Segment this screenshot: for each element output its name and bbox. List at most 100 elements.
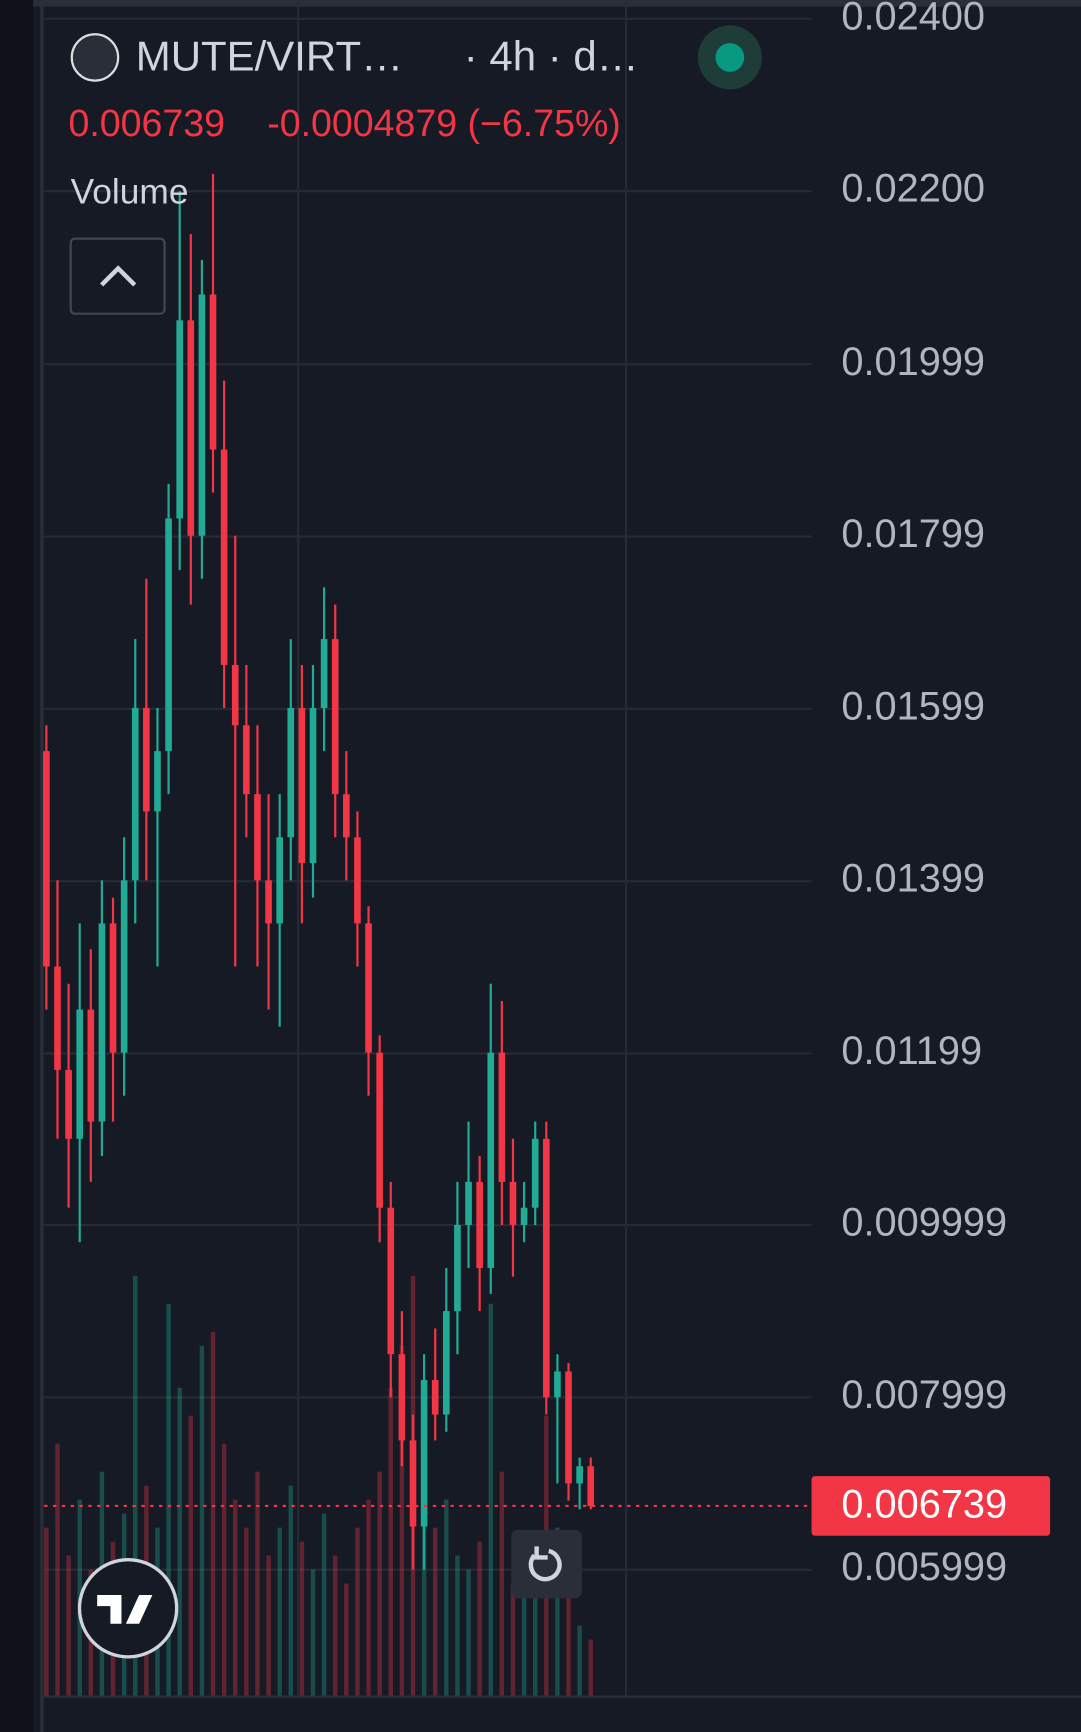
candle-body: [54, 966, 61, 1070]
volume-bar: [44, 1527, 49, 1696]
volume-bar: [455, 1555, 460, 1696]
candle-body: [376, 1052, 383, 1208]
reset-button[interactable]: [511, 1529, 582, 1599]
candle-body: [420, 1380, 428, 1527]
y-tick-label: 0.01399: [841, 857, 985, 901]
candle-body: [343, 794, 350, 838]
volume-bar: [521, 1597, 527, 1696]
candle-body: [76, 1009, 84, 1139]
volume-bar: [421, 1443, 427, 1696]
candle-body: [398, 1354, 406, 1441]
candle-body: [254, 794, 261, 881]
volume-bar: [233, 1499, 238, 1696]
candle-body: [554, 1371, 561, 1398]
last-price: 0.006739: [68, 102, 225, 144]
volume-bar: [244, 1527, 249, 1696]
candle-body: [98, 923, 106, 1122]
volume-bar: [555, 1527, 560, 1696]
y-tick-label: 0.005999: [841, 1545, 1007, 1589]
volume-bar: [299, 1541, 305, 1696]
candle-body: [565, 1371, 572, 1484]
top-border: [33, 0, 1081, 7]
volume-bar: [288, 1485, 293, 1696]
volume-bar: [333, 1555, 338, 1696]
candle-body: [309, 708, 317, 864]
candle-body: [65, 1069, 72, 1139]
volume-bar: [377, 1471, 382, 1696]
candle-body: [265, 880, 272, 924]
price-change: -0.0004879 (−6.75%): [267, 102, 621, 144]
reset-icon: [528, 1548, 562, 1582]
collapse-icon: [100, 265, 137, 287]
candle-body: [120, 880, 128, 1053]
candle-body: [354, 837, 361, 924]
status-dot: [715, 43, 745, 72]
candle-body: [331, 639, 339, 795]
symbol-icon[interactable]: [70, 33, 120, 82]
volume-bar: [466, 1569, 471, 1696]
volume-bar: [444, 1499, 449, 1696]
last-price-badge: [811, 1476, 1051, 1536]
y-tick-label: 0.02200: [841, 167, 985, 211]
y-tick-label: 0.01599: [841, 684, 985, 728]
candle-body: [520, 1207, 528, 1225]
candle-body: [143, 708, 150, 812]
candle-body: [231, 664, 239, 726]
candle-body: [243, 725, 250, 795]
y-tick-label: 0.007999: [841, 1373, 1007, 1417]
volume-bar: [166, 1303, 171, 1696]
y-tick-label: 0.01799: [841, 512, 985, 556]
candle-body: [276, 837, 283, 924]
candle-body: [198, 294, 206, 536]
collapse-button[interactable]: [69, 237, 166, 315]
volume-bar: [588, 1639, 593, 1696]
candle-body: [531, 1138, 539, 1208]
candle-body: [220, 449, 228, 665]
volume-bar: [577, 1625, 582, 1696]
candle-body: [542, 1138, 550, 1398]
interval[interactable]: · 4h · d…: [464, 33, 639, 80]
volume-bar: [321, 1513, 327, 1696]
volume-bar: [399, 1345, 405, 1696]
candle-body: [298, 708, 306, 864]
candle-body: [409, 1440, 417, 1527]
volume-bar: [510, 1583, 516, 1696]
last-price-label: 0.006739: [841, 1483, 1007, 1527]
volume-bar: [499, 1471, 505, 1696]
y-tick-label: 0.009999: [841, 1201, 1007, 1245]
candle-body: [576, 1466, 583, 1484]
candle-body: [431, 1380, 439, 1415]
volume-bar: [255, 1471, 260, 1696]
volume-bar: [488, 1303, 493, 1696]
volume-bar: [177, 1387, 182, 1696]
y-tick-label: 0.01199: [841, 1029, 982, 1073]
candle-body: [443, 1311, 450, 1415]
candle-body: [176, 320, 184, 519]
volume-bar: [188, 1415, 194, 1696]
volume-bar: [532, 1569, 538, 1696]
volume-bar: [277, 1527, 282, 1696]
candle-body: [287, 708, 295, 838]
candle-body: [109, 923, 117, 1053]
volume-bar: [344, 1583, 349, 1696]
candle-body: [187, 320, 195, 536]
volume-bar: [199, 1345, 205, 1696]
candle-body: [165, 518, 172, 752]
volume-bar: [388, 1387, 393, 1696]
logo[interactable]: [77, 1558, 179, 1659]
candle-body: [87, 1009, 95, 1122]
volume-bar: [310, 1569, 316, 1696]
volume-bar: [133, 1275, 138, 1696]
candle-body: [320, 639, 328, 709]
candle-body: [476, 1181, 483, 1269]
candle-body: [454, 1224, 461, 1312]
y-tick-label: 0.01999: [841, 340, 985, 384]
candle-body: [498, 1052, 506, 1182]
volume-bar: [566, 1569, 571, 1696]
candle-body: [387, 1207, 395, 1355]
candle-body: [154, 751, 161, 812]
symbol[interactable]: MUTE/VIRT…: [136, 33, 403, 80]
candle-body: [465, 1181, 472, 1225]
volume-bar: [477, 1541, 482, 1696]
